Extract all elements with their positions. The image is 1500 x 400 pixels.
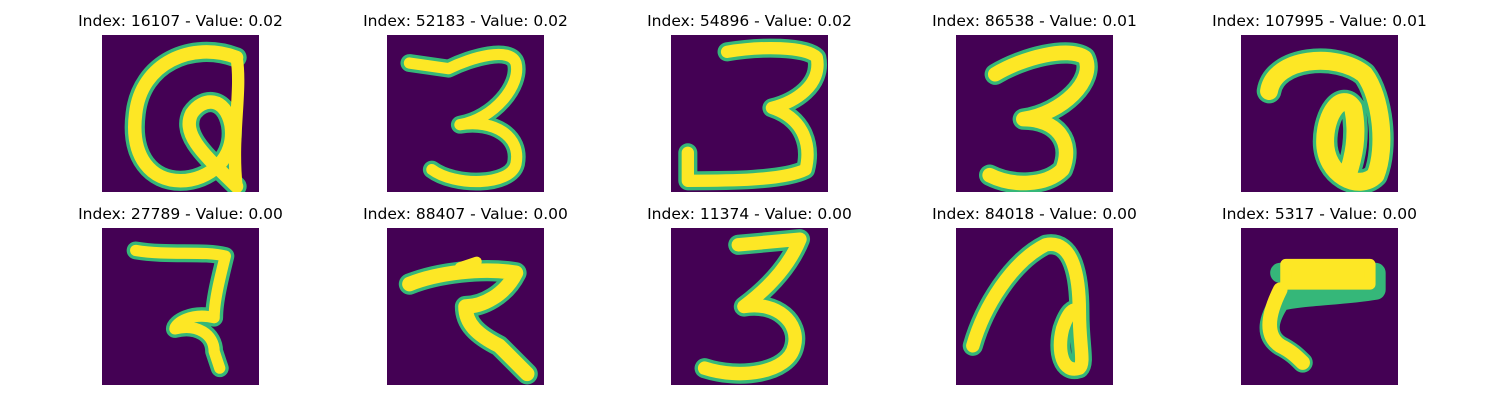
digit-glyph-seven-z <box>398 256 538 385</box>
panel-title: Index: 16107 - Value: 0.02 <box>78 12 283 30</box>
panel-10: Index: 5317 - Value: 0.00 <box>1177 193 1462 388</box>
panel-2: Index: 52183 - Value: 0.02 <box>323 0 608 195</box>
panel-title: Index: 52183 - Value: 0.02 <box>363 12 568 30</box>
digit-image <box>1241 35 1398 192</box>
digit-glyph-three-tall <box>694 229 811 384</box>
digit-glyph-loop-a <box>962 234 1092 380</box>
panel-9: Index: 84018 - Value: 0.00 <box>892 193 1177 388</box>
panel-1: Index: 16107 - Value: 0.02 <box>38 0 323 195</box>
panel-6: Index: 27789 - Value: 0.00 <box>38 193 323 388</box>
digit-image <box>671 228 828 385</box>
panel-title: Index: 107995 - Value: 0.01 <box>1212 12 1427 30</box>
panel-title: Index: 84018 - Value: 0.00 <box>932 205 1137 223</box>
panel-3: Index: 54896 - Value: 0.02 <box>607 0 892 195</box>
digit-image <box>102 228 259 385</box>
digit-glyph-three-bold <box>978 42 1098 192</box>
panel-5: Index: 107995 - Value: 0.01 <box>1177 0 1462 195</box>
digit-glyph-a-loop <box>124 41 247 192</box>
panel-title: Index: 27789 - Value: 0.00 <box>78 205 283 223</box>
panel-4: Index: 86538 - Value: 0.01 <box>892 0 1177 195</box>
digit-image <box>102 35 259 192</box>
digit-image <box>956 35 1113 192</box>
digit-image <box>387 35 544 192</box>
digit-glyph-seven-flag <box>1259 258 1386 373</box>
panel-title: Index: 88407 - Value: 0.00 <box>363 205 568 223</box>
panel-title: Index: 5317 - Value: 0.00 <box>1222 205 1417 223</box>
digit-image <box>956 228 1113 385</box>
panel-title: Index: 54896 - Value: 0.02 <box>647 12 852 30</box>
panel-7: Index: 88407 - Value: 0.00 <box>323 193 608 388</box>
digit-image <box>671 35 828 192</box>
panel-title: Index: 86538 - Value: 0.01 <box>932 12 1137 30</box>
digit-image <box>387 228 544 385</box>
digit-glyph-three-wide <box>678 38 827 191</box>
digit-glyph-three <box>400 45 526 191</box>
panel-title: Index: 11374 - Value: 0.00 <box>647 205 852 223</box>
digit-glyph-curl <box>1256 48 1394 192</box>
digit-image <box>1241 228 1398 385</box>
digit-glyph-seven-hook <box>126 241 235 378</box>
panel-8: Index: 11374 - Value: 0.00 <box>607 193 892 388</box>
